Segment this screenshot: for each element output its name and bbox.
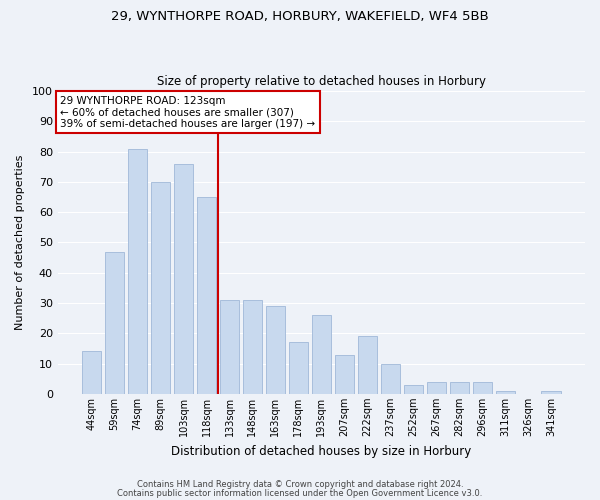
Bar — [174, 164, 193, 394]
Bar — [404, 385, 423, 394]
Bar — [358, 336, 377, 394]
Bar — [82, 352, 101, 394]
Bar — [380, 364, 400, 394]
Bar — [242, 300, 262, 394]
Bar — [220, 300, 239, 394]
Y-axis label: Number of detached properties: Number of detached properties — [15, 155, 25, 330]
Bar — [427, 382, 446, 394]
Bar — [473, 382, 492, 394]
Bar — [335, 354, 354, 394]
Text: Contains HM Land Registry data © Crown copyright and database right 2024.: Contains HM Land Registry data © Crown c… — [137, 480, 463, 489]
Text: 29 WYNTHORPE ROAD: 123sqm
← 60% of detached houses are smaller (307)
39% of semi: 29 WYNTHORPE ROAD: 123sqm ← 60% of detac… — [61, 96, 316, 129]
Bar — [449, 382, 469, 394]
Bar — [289, 342, 308, 394]
Bar — [128, 148, 147, 394]
Bar — [541, 391, 561, 394]
Bar — [105, 252, 124, 394]
Text: 29, WYNTHORPE ROAD, HORBURY, WAKEFIELD, WF4 5BB: 29, WYNTHORPE ROAD, HORBURY, WAKEFIELD, … — [111, 10, 489, 23]
Bar — [311, 315, 331, 394]
Bar — [197, 197, 216, 394]
Text: Contains public sector information licensed under the Open Government Licence v3: Contains public sector information licen… — [118, 488, 482, 498]
Bar — [266, 306, 285, 394]
Bar — [151, 182, 170, 394]
Title: Size of property relative to detached houses in Horbury: Size of property relative to detached ho… — [157, 76, 486, 88]
Bar — [496, 391, 515, 394]
X-axis label: Distribution of detached houses by size in Horbury: Distribution of detached houses by size … — [171, 444, 472, 458]
